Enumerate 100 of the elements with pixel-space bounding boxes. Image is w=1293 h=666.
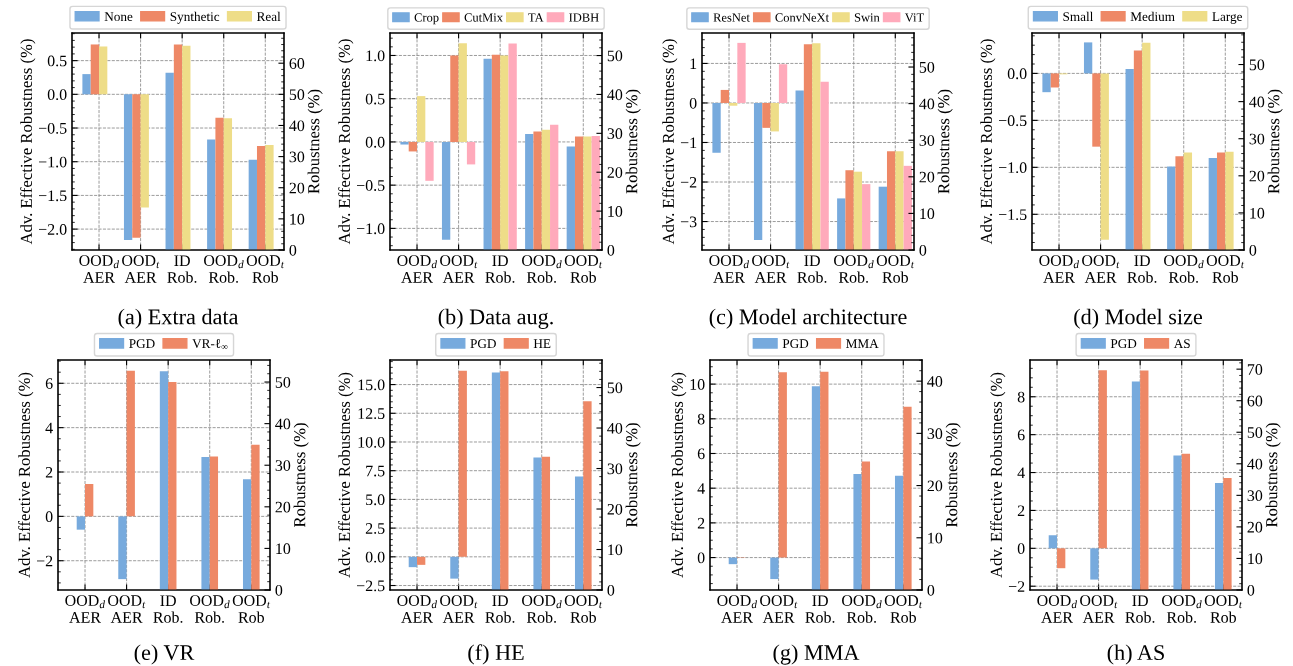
y-tick-label: 0 (1017, 543, 1025, 555)
y2-tick-label: 40 (607, 89, 623, 101)
x-tick-label: OOD$_{d}$ AER (709, 255, 750, 283)
x-tick-label: OOD$_{t}$ Rob (876, 255, 915, 283)
y-axis-title: Adv. Effective Robustness (%) (662, 39, 678, 245)
bar (85, 483, 94, 517)
y-tick-label: −0.5 (356, 180, 385, 191)
legend-label: PGD (1110, 339, 1137, 349)
legend-label: MMA (846, 339, 879, 348)
bar (508, 43, 517, 250)
x-tick-label: OOD$_{t}$ Rob (564, 595, 603, 623)
y2-axis-title: Robustness (%) (937, 89, 953, 194)
x-tick-label: OOD$_{t}$ Rob (1206, 255, 1245, 283)
y-tick-label: −2 (680, 176, 697, 188)
bar (441, 141, 451, 240)
bar (533, 457, 542, 590)
bar (895, 151, 904, 250)
y-tick-label: 10.0 (358, 436, 385, 448)
bar (1090, 548, 1099, 580)
bar (118, 516, 127, 580)
bar (132, 94, 141, 238)
bar (251, 444, 260, 590)
bar (159, 371, 169, 590)
y2-axis-title: Robustness (%) (625, 423, 641, 528)
x-tick-label: OOD$_{d}$ AER (65, 595, 106, 623)
y2-tick-label: 30 (289, 151, 305, 163)
y2-tick-label: 20 (289, 182, 305, 194)
y-tick-label: −1 (680, 137, 697, 149)
y2-tick-label: 50 (1249, 59, 1265, 71)
bar (1225, 151, 1234, 250)
x-tick-label: OOD$_{t}$ AER (440, 595, 478, 623)
y2-tick-label: 30 (607, 128, 623, 140)
y2-tick-label: 10 (1248, 553, 1263, 565)
y-tick-label: 0.0 (1007, 68, 1027, 80)
y2-tick-label: 40 (289, 120, 305, 132)
y2-axis-title: Robustness (%) (625, 89, 641, 194)
y-tick-label: 2.5 (365, 523, 385, 534)
text: (a) Extra data (118, 308, 239, 329)
bar (408, 141, 418, 152)
bar (903, 406, 912, 590)
y2-tick-label: 0 (289, 244, 297, 256)
x-tick-label: OOD$_{t}$ AER (760, 595, 798, 623)
bar (256, 146, 266, 250)
legend-label: Swin (854, 13, 880, 22)
bar (778, 64, 788, 103)
y2-axis-title: Robustness (%) (1267, 89, 1283, 194)
x-tick-label: ID Rob. (167, 255, 197, 283)
legend-label: VR-ℓ$_{∞}$ (192, 339, 228, 349)
y2-tick-label: 50 (607, 50, 623, 62)
y-tick-label: −2.0 (38, 224, 67, 235)
text: (c) Model architecture (709, 308, 907, 329)
y2-tick-label: 40 (1247, 458, 1263, 470)
bar (165, 72, 174, 250)
bar (265, 145, 274, 250)
bar (1133, 50, 1143, 250)
legend-label: IDBH (569, 13, 599, 22)
y-tick-label: 4 (45, 422, 53, 434)
x-tick-label: OOD$_{d}$ AER (79, 255, 120, 283)
y-tick-label: 0.0 (365, 136, 385, 148)
y-axis-title: Adv. Effective Robustness (%) (338, 39, 354, 245)
y-tick-label: 8 (1017, 391, 1025, 403)
bar (762, 102, 771, 128)
x-tick-label: ID Rob. (153, 595, 183, 623)
y-tick-label: −3 (680, 216, 697, 228)
bar (894, 475, 904, 590)
legend-label: Crop (414, 13, 439, 25)
bar (99, 46, 108, 95)
bar (753, 102, 763, 241)
bar (770, 557, 779, 580)
bar (591, 136, 600, 250)
bar (248, 159, 257, 250)
y2-tick-label: 40 (919, 98, 935, 110)
bar (1175, 156, 1184, 250)
y2-tick-label: 20 (1249, 170, 1265, 182)
x-tick-label: OOD$_{t}$ Rob (246, 255, 285, 283)
y2-tick-label: 30 (607, 463, 623, 475)
x-tick-label: OOD$_{t}$ AER (122, 255, 160, 283)
y-axis-title: Adv. Effective Robustness (%) (20, 39, 36, 245)
y-tick-label: 0.5 (365, 93, 385, 105)
bar (126, 370, 135, 517)
bar (583, 401, 592, 590)
y-tick-label: 6 (45, 378, 53, 389)
bar (770, 102, 779, 132)
x-tick-label: OOD$_{t}$ AER (108, 595, 146, 623)
bar (173, 44, 183, 250)
x-tick-label: OOD$_{t}$ AER (1080, 595, 1118, 623)
bar (400, 141, 409, 145)
x-tick-label: OOD$_{d}$ AER (717, 595, 758, 623)
legend-label: ViT (904, 13, 924, 22)
legend-label: ConvNeXt (775, 13, 829, 22)
bar (223, 118, 233, 250)
x-tick-label: OOD$_{d}$ Rob. (1162, 595, 1202, 623)
text: (e) VR (134, 644, 195, 665)
bar (1057, 548, 1066, 569)
bar (778, 372, 787, 558)
bar (1208, 158, 1217, 250)
bar (811, 386, 821, 590)
bar (720, 89, 730, 103)
y2-tick-label: 20 (607, 167, 623, 178)
y2-tick-label: 20 (1247, 521, 1263, 533)
